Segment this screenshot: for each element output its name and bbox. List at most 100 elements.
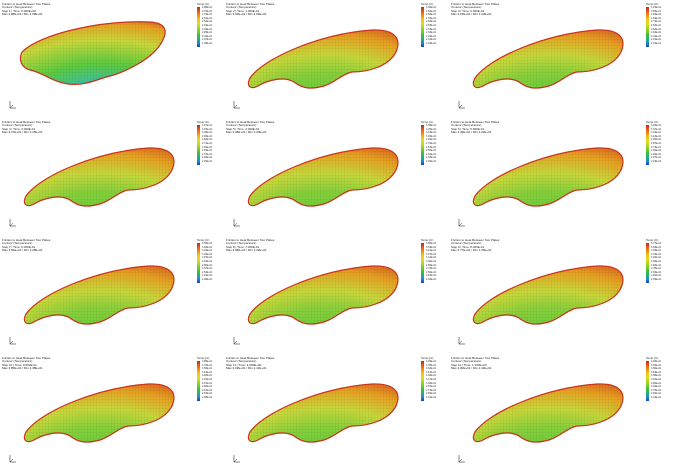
header-line: Step 12 | Time: 1.100E+00: [451, 362, 487, 367]
legend-value: 3.02E+01: [426, 381, 437, 385]
header-line: Contour (Temperature): [451, 241, 482, 246]
panel-header: Friction to Heat Between Two Plates Conto…: [451, 2, 499, 17]
header-line: Friction to Heat Between Two Plates: [226, 238, 275, 242]
contour-plot[interactable]: [0, 118, 224, 236]
contour-panel[interactable]: Friction to Heat Between Two Plates Conto…: [449, 354, 673, 472]
panel-header: Friction to Heat Between Two Plates Conto…: [226, 238, 275, 253]
contour-plot[interactable]: [449, 118, 673, 236]
header-line: Friction to Heat Between Two Plates: [226, 356, 275, 360]
legend-title: Temp (C): [421, 238, 434, 242]
legend-value: 2.92E+01: [651, 263, 662, 267]
contour-legend: Temp (C) 3.15E+01 3.05E+01 2.94E+01 2.84E+01…: [646, 2, 672, 47]
header-line: Friction to Heat Between Two Plates: [226, 120, 275, 124]
contour-plot[interactable]: [224, 236, 448, 354]
legend-title: Temp (C): [197, 356, 210, 360]
contour-plot[interactable]: [224, 0, 448, 118]
legend-value: 2.42E+01: [651, 31, 662, 35]
legend-value: 2.70E+01: [202, 13, 213, 17]
contour-panel[interactable]: Friction to Heat Between Two Plates Conto…: [0, 118, 224, 236]
legend-value: 2.82E+01: [202, 138, 213, 142]
legend-value: 3.20E+01: [651, 256, 662, 260]
contour-panel[interactable]: Friction to Heat Between Two Plates Conto…: [449, 118, 673, 236]
axis-triad-icon: [233, 337, 240, 345]
header-line: Friction to Heat Between Two Plates: [226, 2, 275, 6]
legend-value: 2.24E+01: [651, 159, 662, 163]
contour-plot[interactable]: [0, 0, 224, 118]
legend-value: 2.79E+01: [426, 141, 437, 145]
legend-value: 2.94E+01: [651, 13, 662, 17]
legend-value: 2.33E+01: [426, 31, 437, 35]
legend-value: 3.17E+01: [426, 377, 437, 381]
legend-value: 3.41E+01: [426, 249, 437, 253]
contour-legend: Temp (C) 3.77E+01 3.63E+01 3.49E+01 3.34E+01…: [646, 238, 672, 283]
contour-plot[interactable]: [449, 0, 673, 118]
legend-values: 3.38E+01 3.26E+01 3.14E+01 3.03E+01 2.91E+01…: [426, 124, 436, 164]
panel-header: Friction to Heat Between Two Plates Conto…: [226, 356, 275, 371]
legend-value: 3.14E+01: [426, 131, 437, 135]
contour-legend: Temp (C) 3.49E+01 3.37E+01 3.24E+01 3.12E+01…: [646, 120, 672, 165]
legend-value: 2.28E+01: [202, 277, 213, 281]
legend-color-bar: [421, 125, 424, 165]
contour-panel[interactable]: Friction to Heat Between Two Plates Conto…: [224, 236, 448, 354]
legend-value: 2.52E+01: [202, 20, 213, 24]
legend-value: 2.44E+01: [651, 395, 662, 399]
legend-value: 2.88E+01: [202, 6, 213, 9]
legend-value: 3.38E+01: [426, 124, 437, 127]
legend-value: 3.59E+01: [202, 242, 213, 245]
legend-value: 2.14E+01: [426, 38, 437, 42]
legend-value: 2.87E+01: [426, 385, 437, 389]
header-line: Friction to Heat Between Two Plates: [2, 356, 51, 360]
contour-plot[interactable]: [449, 236, 673, 354]
legend-value: 3.27E+01: [426, 252, 437, 256]
legend-value: 2.73E+01: [651, 20, 662, 24]
legend-value: 2.62E+01: [651, 149, 662, 153]
legend-value: 3.22E+01: [651, 377, 662, 381]
contour-legend: Temp (C) 3.93E+01 3.78E+01 3.63E+01 3.47E+01…: [421, 356, 447, 401]
legend-value: 3.16E+01: [202, 127, 213, 131]
legend-value: 3.12E+01: [651, 134, 662, 138]
panel-header: Friction to Heat Between Two Plates Conto…: [2, 2, 50, 17]
legend-value: 3.34E+01: [651, 252, 662, 256]
contour-panel[interactable]: Friction to Heat Between Two Plates Conto…: [449, 0, 673, 118]
header-line: Step 10 | Time: 9.000E-01: [2, 362, 37, 367]
contour-plot[interactable]: [224, 354, 448, 472]
contour-panel[interactable]: Friction to Heat Between Two Plates Conto…: [224, 118, 448, 236]
legend-value: 3.63E+01: [651, 245, 662, 249]
header-line: Friction to Heat Between Two Plates: [2, 120, 51, 124]
contour-panel[interactable]: Friction to Heat Between Two Plates Conto…: [449, 236, 673, 354]
legend-value: 2.93E+01: [202, 134, 213, 138]
contour-panel[interactable]: Friction to Heat Between Two Plates Conto…: [224, 0, 448, 118]
header-line: Max 3.38E+01 / Min 2.20E+01: [226, 130, 267, 135]
legend-value: 3.49E+01: [651, 249, 662, 253]
legend-value: 2.34E+01: [202, 27, 213, 31]
contour-panel[interactable]: Friction to Heat Between Two Plates Conto…: [0, 0, 224, 118]
header-line: Step 4 | Time: 3.000E-01: [2, 126, 36, 131]
contour-plot[interactable]: [0, 354, 224, 472]
legend-value: 2.16E+01: [202, 34, 213, 38]
legend-value: 3.05E+01: [202, 131, 213, 135]
legend-value: 2.74E+01: [651, 145, 662, 149]
header-line: Step 11 | Time: 1.000E+00: [226, 362, 262, 367]
legend-value: 3.32E+01: [426, 374, 437, 378]
axis-triad-icon: [458, 101, 465, 109]
legend-value: 2.56E+01: [426, 392, 437, 396]
contour-plot[interactable]: [449, 354, 673, 472]
legend-value: 1.99E+01: [202, 41, 213, 45]
contour-legend: Temp (C) 3.59E+01 3.46E+01 3.33E+01 3.20E+01…: [197, 238, 223, 283]
header-line: Max 3.27E+01 / Min 2.15E+01: [2, 130, 43, 135]
legend-value: 2.71E+01: [202, 141, 213, 145]
contour-panel[interactable]: Friction to Heat Between Two Plates Conto…: [0, 354, 224, 472]
legend-value: 3.12E+01: [202, 377, 213, 381]
legend-value: 3.69E+01: [651, 367, 662, 371]
legend-value: 2.20E+01: [426, 159, 437, 163]
contour-panel[interactable]: Friction to Heat Between Two Plates Conto…: [224, 354, 448, 472]
axis-triad-icon: [458, 455, 465, 463]
contour-panel[interactable]: Friction to Heat Between Two Plates Conto…: [0, 236, 224, 354]
axis-triad-icon: [233, 455, 240, 463]
contour-plot[interactable]: [0, 236, 224, 354]
contour-plot[interactable]: [224, 118, 448, 236]
legend-value: 2.63E+01: [651, 270, 662, 274]
legend-color-bar: [646, 361, 649, 401]
legend-value: 2.67E+01: [202, 267, 213, 271]
legend-value: 2.38E+01: [202, 395, 213, 399]
